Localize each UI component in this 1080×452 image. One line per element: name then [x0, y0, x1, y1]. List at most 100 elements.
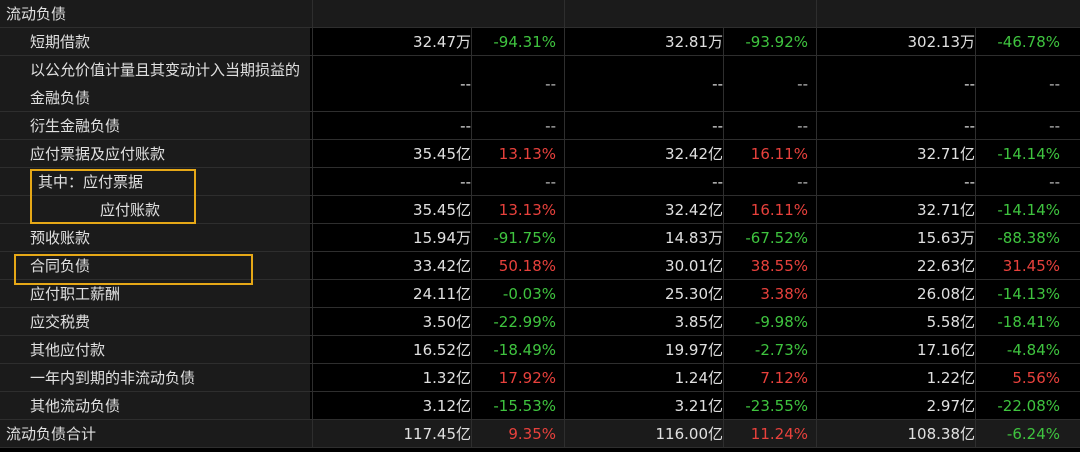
label-text: 其中：应付票据 [38, 172, 144, 191]
value: 32.47万 [313, 28, 472, 55]
value: 117.45亿 [313, 420, 472, 447]
row-label: 其中：应付票据 [0, 168, 310, 195]
row-label: 衍生金融负债 [0, 112, 310, 139]
period-cell: 35.45亿 13.13% [312, 196, 563, 223]
change: -- [1049, 172, 1060, 191]
period-cell: -- -- [816, 56, 1067, 111]
value: 302.13万 [817, 28, 976, 55]
table-row: 应付票据及应付账款 35.45亿 13.13% 32.42亿 16.11% 32.71亿 -… [0, 140, 1080, 168]
period-cell: 15.94万 -91.75% [312, 224, 563, 251]
change: -14.14% [997, 144, 1060, 163]
period-cell: 1.22亿 5.56% [816, 364, 1067, 391]
change: 50.18% [498, 256, 556, 275]
period-cell: 302.13万 -46.78% [816, 28, 1067, 55]
table-row: 衍生金融负债 -- -- -- -- -- -- [0, 112, 1080, 140]
row-label: 短期借款 [0, 28, 310, 55]
period-cell: -- -- [312, 112, 563, 139]
change: 11.24% [750, 424, 808, 443]
change: -- [797, 172, 808, 191]
value: 30.01亿 [565, 252, 724, 279]
value: 32.71亿 [817, 196, 976, 223]
period-cell: -- -- [564, 56, 815, 111]
change: -14.14% [997, 200, 1060, 219]
period-cell: 3.12亿 -15.53% [312, 392, 563, 419]
label-text: 应付票据及应付账款 [30, 144, 166, 163]
period-cell: 22.63亿 31.45% [816, 252, 1067, 279]
value: 32.81万 [565, 28, 724, 55]
value: 15.94万 [313, 224, 472, 251]
period-cell: -- -- [564, 112, 815, 139]
value: -- [817, 112, 976, 139]
row-label: 其他应付款 [0, 336, 310, 363]
label-text: 流动负债合计 [6, 424, 97, 443]
change: -15.53% [493, 396, 556, 415]
change: -9.98% [754, 312, 808, 331]
value: 15.63万 [817, 224, 976, 251]
period-cell: -- -- [564, 168, 815, 195]
label-text: 流动负债 [6, 4, 67, 23]
change: -- [1049, 116, 1060, 135]
value: 32.42亿 [565, 140, 724, 167]
table-row: 预收账款 15.94万 -91.75% 14.83万 -67.52% 15.63万 -88.… [0, 224, 1080, 252]
period-cell: 17.16亿 -4.84% [816, 336, 1067, 363]
period-cell: 2.97亿 -22.08% [816, 392, 1067, 419]
period-cell: 32.42亿 16.11% [564, 196, 815, 223]
change: 16.11% [750, 144, 808, 163]
row-label: 以公允价值计量且其变动计入当期损益的金融负债 [0, 56, 310, 111]
period-cell: 108.38亿 -6.24% [816, 420, 1067, 447]
row-label: 应付票据及应付账款 [0, 140, 310, 167]
table-row: 以公允价值计量且其变动计入当期损益的金融负债 -- -- -- -- -- -- [0, 56, 1080, 112]
period-cell: 14.83万 -67.52% [564, 224, 815, 251]
period-cell: 32.71亿 -14.14% [816, 196, 1067, 223]
table-row: 流动负债 [0, 0, 1080, 28]
period-cell: -- -- [816, 168, 1067, 195]
change: -46.78% [997, 32, 1060, 51]
value: -- [817, 56, 976, 111]
label-text: 应付账款 [100, 200, 161, 219]
change: 9.35% [508, 424, 556, 443]
row-label: 合同负债 [0, 252, 310, 279]
value: -- [313, 56, 472, 111]
change: 13.13% [498, 200, 556, 219]
change: -22.99% [493, 312, 556, 331]
value: -- [313, 168, 472, 195]
period-cell [312, 0, 563, 27]
period-cell: 1.24亿 7.12% [564, 364, 815, 391]
row-label: 应付账款 [0, 196, 310, 223]
period-cell: 24.11亿 -0.03% [312, 280, 563, 307]
change: -93.92% [745, 32, 808, 51]
period-cell: 117.45亿 9.35% [312, 420, 563, 447]
value: 17.16亿 [817, 336, 976, 363]
period-cell: 1.32亿 17.92% [312, 364, 563, 391]
period-cell: 5.58亿 -18.41% [816, 308, 1067, 335]
period-cell: 16.52亿 -18.49% [312, 336, 563, 363]
label-text: 其他流动负债 [30, 396, 121, 415]
value: 33.42亿 [313, 252, 472, 279]
value: 1.32亿 [313, 364, 472, 391]
period-cell: 19.97亿 -2.73% [564, 336, 815, 363]
change: 13.13% [498, 144, 556, 163]
value: -- [817, 168, 976, 195]
value: -- [565, 112, 724, 139]
change: 16.11% [750, 200, 808, 219]
table-row: 其中：应付票据 -- -- -- -- -- -- [0, 168, 1080, 196]
table-row: 其他流动负债 3.12亿 -15.53% 3.21亿 -23.55% 2.97亿 -22.0… [0, 392, 1080, 420]
change: -14.13% [997, 284, 1060, 303]
value: 35.45亿 [313, 196, 472, 223]
period-cell: 26.08亿 -14.13% [816, 280, 1067, 307]
change: -- [545, 74, 556, 93]
change: 17.92% [498, 368, 556, 387]
period-cell: -- -- [312, 168, 563, 195]
period-cell: 3.21亿 -23.55% [564, 392, 815, 419]
total-label: 流动负债合计 [0, 420, 316, 447]
change: -94.31% [493, 32, 556, 51]
value: 14.83万 [565, 224, 724, 251]
change: -91.75% [493, 228, 556, 247]
table-row: 应付账款 35.45亿 13.13% 32.42亿 16.11% 32.71亿 -14.14… [0, 196, 1080, 224]
row-label: 一年内到期的非流动负债 [0, 364, 310, 391]
change: -18.49% [493, 340, 556, 359]
value: -- [565, 56, 724, 111]
row-label: 预收账款 [0, 224, 310, 251]
value: 26.08亿 [817, 280, 976, 307]
